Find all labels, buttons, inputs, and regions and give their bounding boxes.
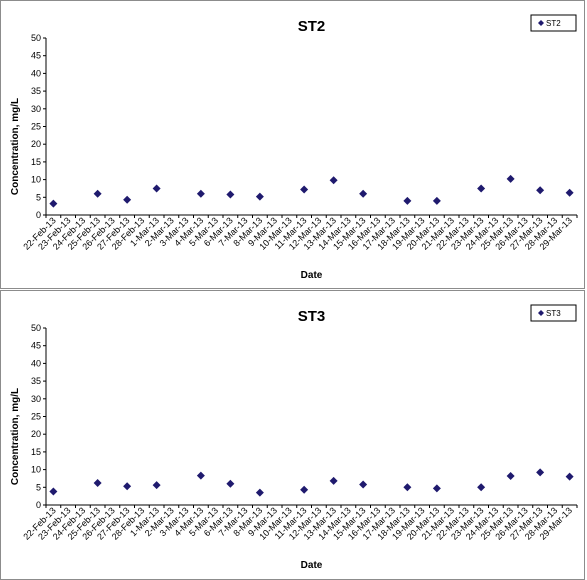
- legend: ST3: [530, 304, 577, 322]
- y-tick-label: 15: [31, 447, 41, 457]
- y-tick-label: 0: [36, 210, 41, 220]
- y-tick-label: 20: [31, 139, 41, 149]
- data-point: [255, 192, 264, 201]
- y-tick-label: 10: [31, 465, 41, 475]
- data-point: [432, 196, 441, 205]
- y-tick-label: 35: [31, 86, 41, 96]
- chart-st3: ST30510152025303540455022-Feb-1323-Feb-1…: [10, 304, 578, 571]
- x-axis-label: Date: [301, 270, 323, 281]
- legend-label: ST3: [546, 309, 561, 318]
- data-point: [329, 176, 338, 185]
- y-tick-label: 25: [31, 412, 41, 422]
- y-tick-label: 40: [31, 358, 41, 368]
- y-tick-label: 20: [31, 429, 41, 439]
- y-tick-label: 45: [31, 341, 41, 351]
- data-point: [359, 480, 368, 489]
- data-point: [152, 481, 161, 490]
- y-tick-label: 40: [31, 68, 41, 78]
- chart-panel-st3: ST3 0 5 10 15 20 25 30 35 40 45 50 22-Feb-13 23-Feb-1…: [0, 290, 585, 580]
- data-point: [93, 189, 102, 198]
- data-point: [536, 468, 545, 477]
- y-axis-label: Concentration, mg/L: [10, 98, 21, 195]
- data-point: [93, 479, 102, 488]
- data-point: [536, 186, 545, 195]
- data-point: [226, 190, 235, 199]
- y-tick-label: 50: [31, 323, 41, 333]
- data-point: [565, 188, 574, 197]
- data-point: [152, 184, 161, 193]
- data-point: [565, 472, 574, 481]
- y-tick-label: 30: [31, 394, 41, 404]
- data-point: [226, 479, 235, 488]
- y-tick-label: 50: [31, 33, 41, 43]
- data-point: [432, 484, 441, 493]
- y-tick-label: 30: [31, 104, 41, 114]
- legend-box: [530, 304, 577, 322]
- data-point: [300, 185, 309, 194]
- y-tick-label: 25: [31, 122, 41, 132]
- data-point: [477, 184, 486, 193]
- legend: ST2: [530, 14, 577, 32]
- data-point: [477, 483, 486, 492]
- chart-st2: ST20510152025303540455022-Feb-1323-Feb-1…: [10, 14, 578, 281]
- data-point: [359, 189, 368, 198]
- y-tick-label: 5: [36, 192, 41, 202]
- y-tick-label: 0: [36, 500, 41, 510]
- data-point: [506, 471, 515, 480]
- y-tick-label: 15: [31, 157, 41, 167]
- chart-panel-st2: ST2 0 5 10 15 20 25 30 35 40 45 50 22-Feb-13 23-Feb-1…: [0, 0, 585, 289]
- data-point: [196, 189, 205, 198]
- data-point: [403, 196, 412, 205]
- data-point: [255, 488, 264, 497]
- data-point: [49, 487, 58, 496]
- data-point: [403, 483, 412, 492]
- y-axis-label: Concentration, mg/L: [10, 388, 21, 485]
- legend-marker: [538, 310, 544, 316]
- x-axis-label: Date: [301, 560, 323, 571]
- legend-marker: [538, 20, 544, 26]
- data-point: [506, 174, 515, 183]
- data-point: [196, 471, 205, 480]
- y-tick-label: 35: [31, 376, 41, 386]
- data-point: [123, 195, 132, 204]
- legend-box: [530, 14, 577, 32]
- y-tick-label: 45: [31, 51, 41, 61]
- data-point: [329, 476, 338, 485]
- data-point: [300, 485, 309, 494]
- y-tick-label: 5: [36, 482, 41, 492]
- y-tick-label: 10: [31, 175, 41, 185]
- legend-label: ST2: [546, 19, 561, 28]
- chart-title: ST2: [298, 18, 326, 35]
- chart-title: ST3: [298, 308, 326, 325]
- data-point: [123, 482, 132, 491]
- data-point: [49, 199, 58, 208]
